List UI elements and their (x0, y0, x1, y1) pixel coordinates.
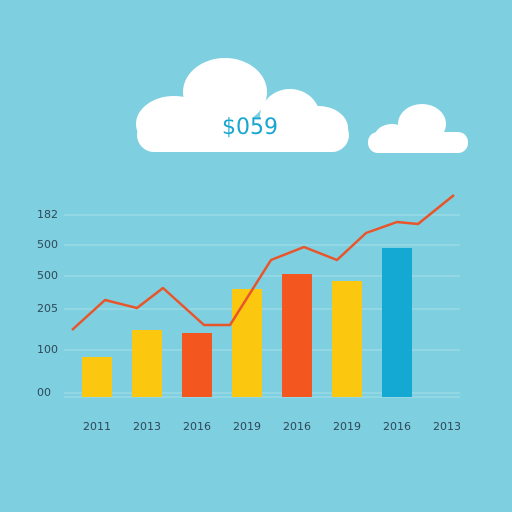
x-tick-label: 2016 (383, 420, 411, 433)
cloud-label: $059 (222, 115, 278, 140)
bar (382, 248, 412, 397)
y-tick-label: 182 (37, 208, 58, 221)
bar (332, 281, 362, 397)
y-tick-label: 500 (37, 238, 58, 251)
bar (132, 330, 162, 397)
y-tick-label: 500 (37, 269, 58, 282)
x-tick-label: 2013 (433, 420, 461, 433)
y-tick-label: 205 (37, 302, 58, 315)
trend-line (71, 194, 455, 331)
bar (182, 333, 212, 397)
x-tick-label: 2013 (133, 420, 161, 433)
x-tick-label: 2019 (333, 420, 361, 433)
x-tick-label: 2016 (183, 420, 211, 433)
x-tick-label: 2019 (233, 420, 261, 433)
bar (232, 289, 262, 397)
x-tick-label: 2016 (283, 420, 311, 433)
bar (82, 357, 112, 397)
y-tick-label: 00 (37, 386, 51, 399)
cloud (136, 58, 349, 152)
cloud-small (368, 104, 468, 153)
y-tick-label: 100 (37, 343, 58, 356)
x-tick-label: 2011 (83, 420, 111, 433)
bar (282, 274, 312, 397)
